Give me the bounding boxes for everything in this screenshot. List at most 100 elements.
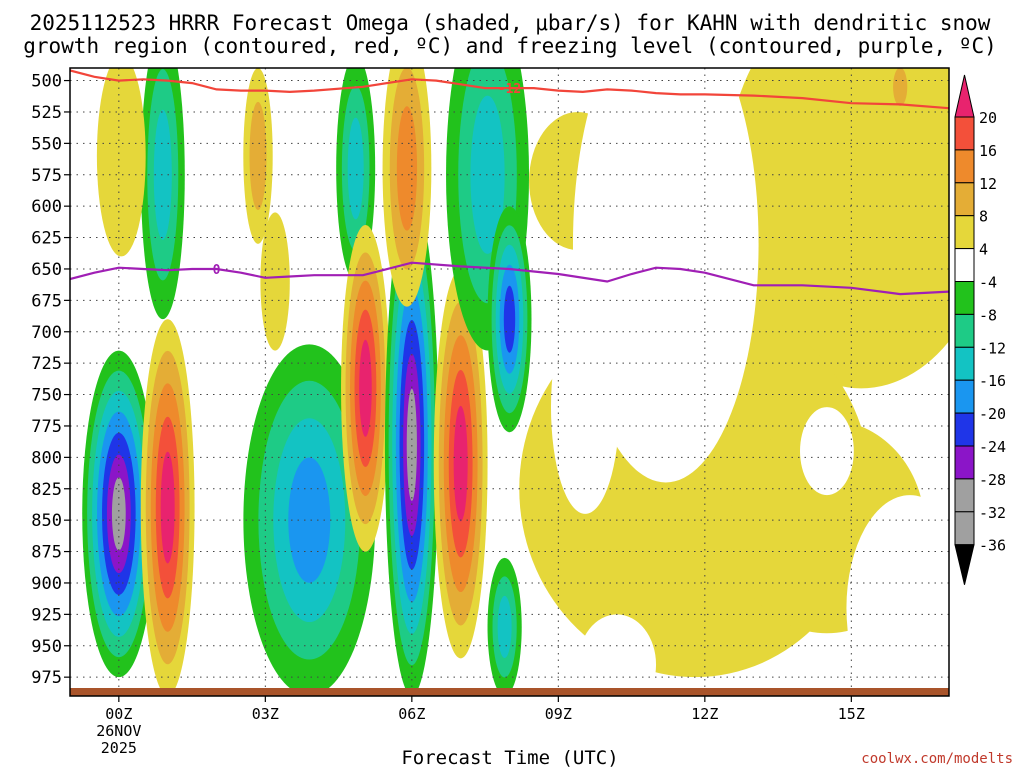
colorbar-label--12: -12 <box>979 339 1006 357</box>
omega-cell-descent-3 <box>96 68 146 257</box>
y-tick-label-700: 700 <box>31 323 62 343</box>
colorbar-label--4: -4 <box>979 274 997 292</box>
y-tick-label-975: 975 <box>31 668 62 688</box>
colorbar-segment-1 <box>954 149 975 184</box>
y-tick-label-900: 900 <box>31 574 62 594</box>
plot-frame <box>69 67 950 697</box>
y-tick-label-825: 825 <box>31 480 62 500</box>
y-tick-label-850: 850 <box>31 511 62 531</box>
colorbar-bottom-arrow <box>954 544 975 585</box>
omega-contour-plus8 <box>249 101 267 211</box>
x-tick-date: 26NOV <box>96 722 141 740</box>
y-tick-label-675: 675 <box>31 291 62 311</box>
colorbar-label--8: -8 <box>979 306 997 324</box>
colorbar-label--20: -20 <box>979 405 1006 423</box>
omega-contour-minus12 <box>470 95 505 254</box>
ground-surface <box>70 688 949 696</box>
omega-cell-ascent-13 <box>487 206 532 433</box>
contour-lines: -12 0 <box>70 69 949 296</box>
y-tick-label-650: 650 <box>31 260 62 280</box>
y-tick-label-625: 625 <box>31 229 62 249</box>
y-tick-label-875: 875 <box>31 543 62 563</box>
omega-contour-minus28 <box>111 477 126 551</box>
colorbar-segment-7 <box>954 346 975 381</box>
dgz-contour-label: -12 <box>498 82 521 97</box>
colorbar-segment-0 <box>954 116 975 151</box>
colorbar-segment-9 <box>954 412 975 447</box>
omega-contour-plus12 <box>396 106 418 231</box>
omega-cell-descent-1 <box>140 319 195 696</box>
x-axis-label: Forecast Time (UTC) <box>401 747 618 768</box>
omega-contour-plus4 <box>96 68 146 257</box>
freezing-level-contour <box>70 261 949 296</box>
colorbar-label--16: -16 <box>979 372 1006 390</box>
omega-shading <box>82 68 949 696</box>
omega-cell-descent-10 <box>382 68 432 307</box>
colorbar-segment-12 <box>954 511 975 546</box>
x-tick-label-06Z: 06Z <box>398 705 425 723</box>
omega-neutral-region-1 <box>550 300 620 514</box>
colorbar-segment-10 <box>954 445 975 480</box>
plot-area: -12 0 <box>70 68 949 696</box>
x-tick-label-09Z: 09Z <box>545 705 572 723</box>
x-tick-label-00Z: 00Z <box>105 705 132 723</box>
omega-contour-minus12 <box>153 109 172 240</box>
omega-contour-plus4 <box>724 68 949 389</box>
colorbar-label--32: -32 <box>979 504 1006 522</box>
omega-contour-minus28 <box>406 388 417 501</box>
x-tick-label-12Z: 12Z <box>691 705 718 723</box>
omega-cell-descent-5 <box>243 68 273 244</box>
colorbar-label-16: 16 <box>979 142 997 160</box>
y-tick-label-950: 950 <box>31 637 62 657</box>
y-tick-label-575: 575 <box>31 166 62 186</box>
omega-cell-descent-6 <box>260 212 290 351</box>
colorbar-legend: 20 16 12 8 4 -4 -8 -12 -16 -20 -24 -28 -32 -36 <box>954 74 1006 585</box>
omega-cell-descent-16 <box>724 68 949 389</box>
y-tick-label-525: 525 <box>31 103 62 123</box>
colorbar-label-8: 8 <box>979 208 988 226</box>
omega-cell-ascent-14 <box>487 557 522 696</box>
freezing-contour-label: 0 <box>213 263 221 278</box>
colorbar-segment-3 <box>954 215 975 250</box>
omega-neutral-region-3 <box>800 407 854 496</box>
omega-neutral-region-2 <box>658 294 713 458</box>
y-tick-label-600: 600 <box>31 197 62 217</box>
omega-contour-plus20 <box>359 339 372 437</box>
y-tick-label-500: 500 <box>31 72 62 92</box>
colorbar-segment-11 <box>954 478 975 513</box>
colorbar-segment-8 <box>954 379 975 414</box>
y-tick-label-925: 925 <box>31 605 62 625</box>
colorbar-segment-6 <box>954 313 975 348</box>
omega-cell-descent-8 <box>341 224 390 552</box>
colorbar-label--28: -28 <box>979 471 1006 489</box>
x-tick-year: 2025 <box>101 739 137 757</box>
omega-cell-ascent-9 <box>384 193 439 696</box>
omega-cell-descent-17 <box>887 68 913 119</box>
colorbar-label--24: -24 <box>979 438 1006 456</box>
omega-contour-minus12 <box>497 595 512 659</box>
colorbar-segment-5 <box>954 281 975 315</box>
omega-neutral-region-5 <box>577 614 657 696</box>
y-tick-label-725: 725 <box>31 354 62 374</box>
pressure-axis: 500 525 550 575 600 625 650 675 700 725 750 775 800 8… <box>31 72 70 688</box>
chart-title-line-2: growth region (contoured, red, ºC) and f… <box>23 34 997 58</box>
omega-neutral-region-4 <box>846 495 949 696</box>
x-tick-label-15Z: 15Z <box>838 705 865 723</box>
omega-contour-minus12 <box>347 117 364 220</box>
omega-cell-ascent-2 <box>140 68 185 320</box>
chart-title-line-1: 2025112523 HRRR Forecast Omega (shaded, … <box>30 11 991 35</box>
omega-contour-minus20 <box>503 285 516 353</box>
omega-cell-ascent-0 <box>82 350 156 678</box>
y-tick-label-775: 775 <box>31 417 62 437</box>
colorbar-label--36: -36 <box>979 537 1006 555</box>
colorbar-label-12: 12 <box>979 175 997 193</box>
omega-cell-descent-11 <box>433 268 488 659</box>
omega-contour-plus4 <box>260 212 290 351</box>
colorbar-segment-4 <box>954 248 975 283</box>
omega-contour-plus20 <box>160 451 175 564</box>
colorbar-label-20: 20 <box>979 109 997 127</box>
colorbar-label-4: 4 <box>979 241 988 259</box>
dgz-minus12c-contour <box>70 69 949 110</box>
